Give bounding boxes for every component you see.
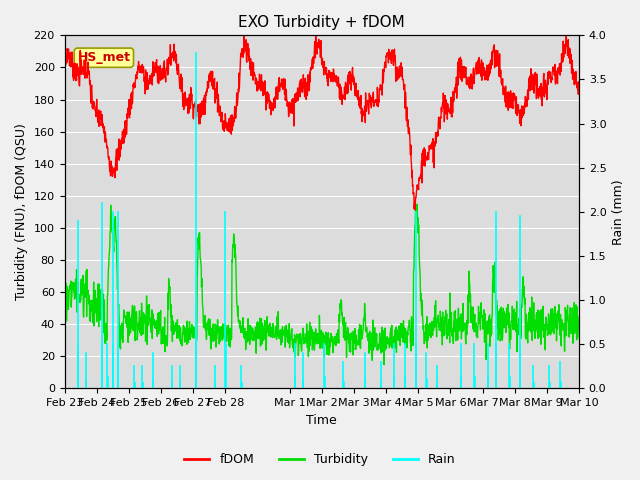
Y-axis label: Turbidity (FNU), fDOM (QSU): Turbidity (FNU), fDOM (QSU) [15,123,28,300]
Legend: fDOM, Turbidity, Rain: fDOM, Turbidity, Rain [179,448,461,471]
Text: HS_met: HS_met [77,51,131,64]
Y-axis label: Rain (mm): Rain (mm) [612,179,625,245]
X-axis label: Time: Time [307,414,337,427]
Title: EXO Turbidity + fDOM: EXO Turbidity + fDOM [238,15,405,30]
